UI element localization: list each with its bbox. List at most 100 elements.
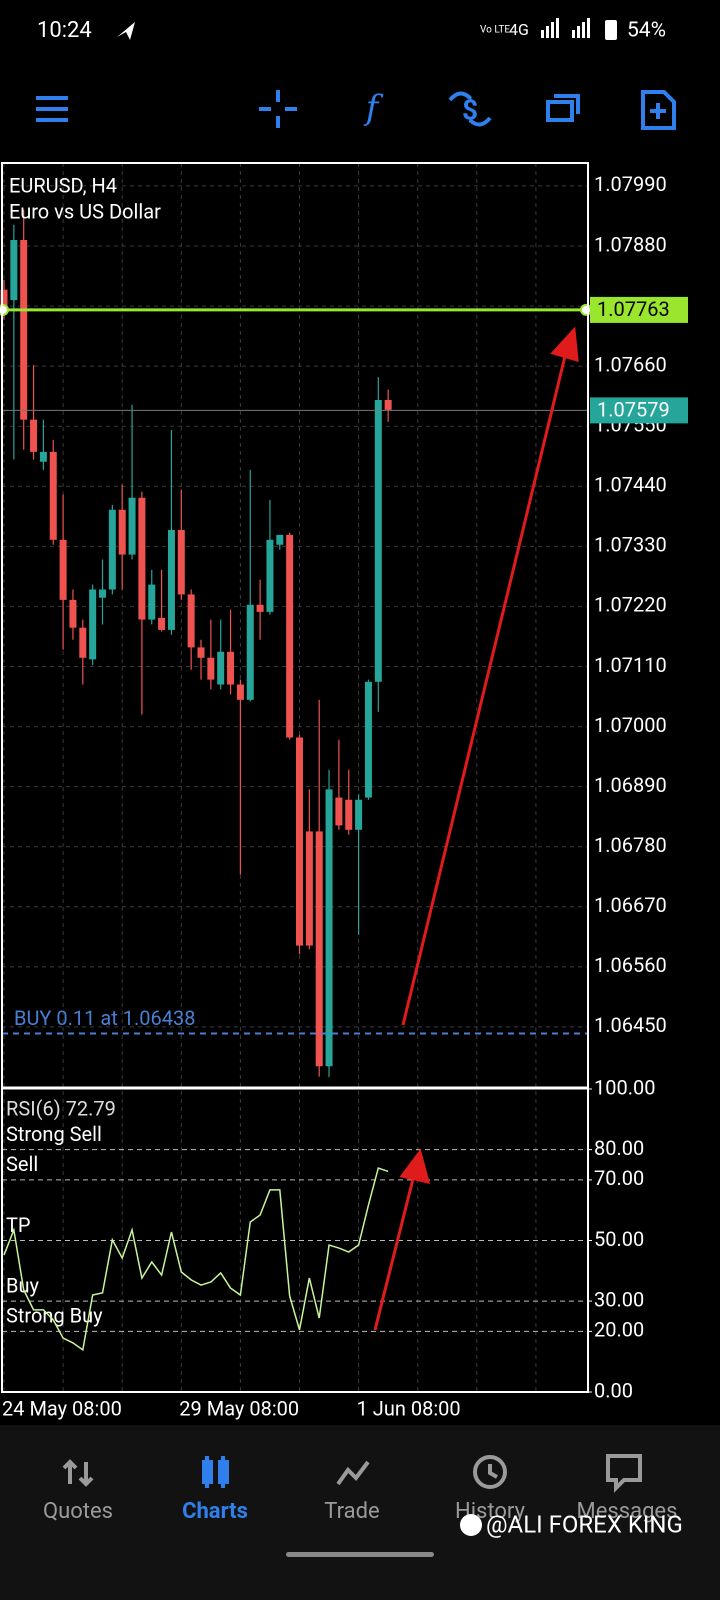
x-tick-label: 24 May 08:00 (2, 1396, 122, 1420)
new-order-button[interactable] (641, 90, 676, 130)
arrow-shaft (373, 1174, 416, 1331)
candle-body (246, 604, 254, 700)
candle-body (39, 451, 47, 462)
candle-body (177, 529, 185, 595)
candle-body (69, 599, 77, 628)
nav-label[interactable]: Trade (324, 1499, 379, 1524)
candle-body (335, 797, 343, 826)
trade-dollar: $ (462, 93, 478, 126)
arrow-head (399, 1148, 431, 1185)
charts-icon (202, 1456, 229, 1488)
arrow-head (550, 326, 579, 363)
level-tag (590, 296, 688, 323)
status-time: 10:24 (37, 18, 92, 43)
telegram-icon (117, 22, 135, 40)
candle-body (197, 647, 205, 658)
y-tick-label: 1.06450 (594, 1013, 667, 1037)
candle-body (108, 509, 116, 590)
bid-tag (590, 397, 688, 424)
y-tick-label: 1.07220 (594, 593, 667, 617)
candle-body (167, 529, 175, 630)
candle-body (345, 799, 353, 830)
y-tick-label: 1.07110 (594, 653, 667, 677)
plot-area: 1.079901.078801.077701.076601.075501.074… (0, 162, 688, 1420)
volte-icon: Vo LTE (480, 25, 510, 36)
level-label: Strong Sell (6, 1122, 102, 1146)
nav-bar (0, 1425, 720, 1600)
candle-body (296, 737, 303, 946)
home-indicator (286, 1552, 434, 1557)
y-tick-label: 1.06890 (594, 773, 667, 797)
menu-button[interactable] (36, 96, 68, 122)
y-tick-label: 30.00 (594, 1287, 644, 1311)
level-tag-label: 1.07763 (597, 297, 670, 321)
rsi-title: RSI(6) 72.79 (6, 1096, 116, 1120)
candle-body (325, 789, 333, 1067)
candle-body (99, 589, 106, 598)
rsi-line (3, 1167, 389, 1352)
candle-body (266, 539, 274, 612)
candle-body (256, 604, 264, 612)
x-tick-label: 29 May 08:00 (179, 1396, 299, 1420)
plot-border (1, 162, 589, 1393)
y-tick-label: 1.07880 (594, 232, 667, 256)
candle-body (276, 534, 284, 545)
trade-button[interactable] (448, 91, 492, 127)
bid-tag-label: 1.07579 (597, 398, 670, 422)
y-tick-label: 1.07990 (594, 172, 667, 196)
candle-body (0, 289, 8, 310)
y-tick-label: 1.07000 (594, 713, 667, 737)
candle-body (118, 509, 126, 555)
y-tick-label: 1.07660 (594, 352, 667, 376)
y-tick-label: 100.00 (594, 1075, 655, 1099)
candle-body (158, 617, 166, 630)
candle-body (207, 657, 215, 680)
nav-icons (62, 1454, 642, 1493)
candle-body (286, 534, 294, 738)
windows-back (554, 94, 580, 114)
candle-body (59, 539, 67, 600)
nav-label[interactable]: Charts (182, 1499, 248, 1524)
nav-label[interactable]: Messages (577, 1499, 678, 1524)
candle-body (217, 651, 225, 685)
y-tick-label: 50.00 (594, 1227, 644, 1251)
candle-body (227, 651, 235, 685)
candle-body (138, 497, 146, 620)
nav-label[interactable]: Quotes (43, 1499, 113, 1524)
candle-body (10, 240, 18, 301)
status-network: 4G (509, 20, 529, 39)
candle-body (305, 831, 313, 946)
y-tick-label: 80.00 (594, 1136, 644, 1160)
y-tick-label: 70.00 (594, 1166, 644, 1190)
x-tick-label: 1 Jun 08:00 (357, 1396, 461, 1420)
candle-body (374, 400, 382, 682)
y-tick-label: 1.06780 (594, 833, 667, 857)
arrow-shaft (401, 351, 568, 1026)
candle-body (49, 451, 57, 540)
windows-button[interactable] (546, 100, 574, 122)
candle-body (89, 589, 97, 660)
y-tick-label: 1.07330 (594, 533, 667, 557)
candle-body (364, 681, 372, 798)
toolbar (36, 90, 676, 130)
candle-body (236, 684, 244, 700)
nav-items: Quotes Charts Trade History Messages (43, 1499, 677, 1524)
candle-body (187, 594, 195, 648)
candle-body (384, 400, 392, 410)
level-handle[interactable] (580, 303, 592, 316)
signal-icons (541, 18, 617, 40)
chart-subtitle: Euro vs US Dollar (9, 199, 161, 223)
status-battery: 54% (627, 19, 666, 43)
crosshair-button[interactable] (259, 90, 297, 128)
y-tick-label: 20.00 (594, 1318, 644, 1342)
level-label: Sell (6, 1152, 38, 1176)
candle-body (30, 419, 38, 452)
y-tick-label: 0.00 (594, 1378, 633, 1402)
candle-body (79, 627, 87, 658)
facebook-icon (460, 1514, 482, 1536)
candle-body (20, 240, 28, 420)
candle-body (315, 831, 323, 1067)
candle-body (148, 584, 156, 620)
